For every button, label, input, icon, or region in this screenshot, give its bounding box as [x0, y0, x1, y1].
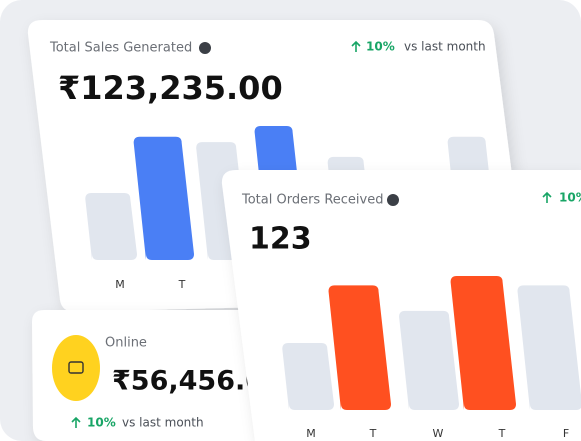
bar	[328, 285, 391, 410]
bar	[282, 343, 334, 410]
day-label: T	[498, 427, 506, 440]
up-arrow	[542, 191, 552, 203]
bar	[517, 285, 581, 410]
card-title: Total Sales Generated	[49, 41, 192, 56]
day-label: T	[369, 427, 377, 440]
bar	[133, 136, 194, 260]
change: 10%	[366, 40, 395, 54]
day-label: F	[563, 427, 569, 440]
change: 10%	[87, 416, 116, 430]
card-title: Total Orders Received	[241, 193, 384, 208]
total-value: ₹123,235.00	[58, 69, 283, 107]
day-label: M	[115, 278, 125, 291]
wallet-badge	[52, 335, 100, 401]
bar	[85, 193, 137, 260]
day-label: T	[178, 278, 186, 291]
day-label: W	[433, 427, 444, 440]
change-note: vs last month	[122, 416, 204, 430]
up-arrow	[71, 416, 81, 428]
card-orders: Total Orders Received 10% 123 M T W T F	[221, 170, 581, 441]
total-value: 123	[249, 222, 312, 257]
up-arrow	[351, 40, 361, 52]
card-online: Online ₹56,456.00 10% vs last month	[32, 310, 283, 441]
change-note: vs last month	[404, 40, 486, 54]
bar	[450, 276, 516, 410]
info-icon	[387, 194, 399, 206]
info-icon	[199, 42, 211, 54]
bar	[399, 310, 459, 410]
change: 10%	[559, 191, 581, 205]
day-label: M	[306, 427, 316, 440]
card	[32, 310, 272, 441]
card-title: Online	[105, 336, 147, 351]
wallet-icon	[68, 361, 84, 374]
